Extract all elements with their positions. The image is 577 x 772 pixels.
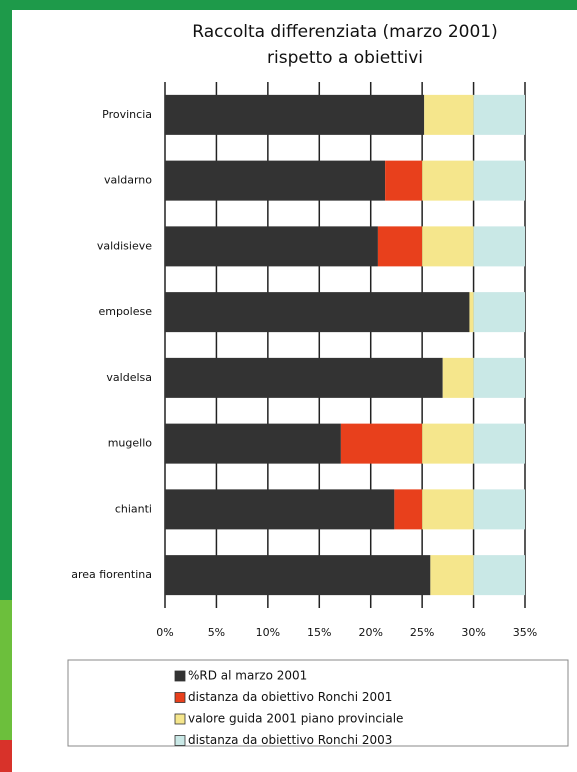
legend xyxy=(67,659,569,747)
legend-label: distanza da obiettivo Ronchi 2003 xyxy=(188,733,392,747)
bar-segment xyxy=(473,160,525,201)
legend-label: %RD al marzo 2001 xyxy=(188,669,307,683)
y-tick-label: valdelsa xyxy=(106,371,152,384)
x-tick-label: 10% xyxy=(256,626,280,639)
legend-swatch xyxy=(174,692,186,703)
y-tick-label: empolese xyxy=(98,305,152,318)
legend-swatch xyxy=(174,670,186,682)
bar-segment xyxy=(430,555,474,596)
bar-segment xyxy=(473,226,525,267)
bar-segment xyxy=(165,292,470,333)
bar-segment xyxy=(469,292,474,333)
bar-segment xyxy=(442,357,474,398)
bar-segment xyxy=(385,160,423,201)
legend-swatch xyxy=(174,713,186,725)
bar-segment xyxy=(473,555,525,596)
y-tick-label: valdarno xyxy=(104,174,152,187)
x-tick-label: 35% xyxy=(513,626,537,639)
bar-segment xyxy=(165,160,386,201)
x-tick-label: 20% xyxy=(358,626,382,639)
bar-segment xyxy=(473,357,525,398)
bar-segment xyxy=(473,489,525,530)
chart-title: Raccolta differenziata (marzo 2001) xyxy=(192,22,497,42)
y-tick-label: area fiorentina xyxy=(71,568,152,581)
y-tick-label: chianti xyxy=(115,502,152,515)
bar-segment xyxy=(422,423,474,464)
x-tick-label: 30% xyxy=(461,626,485,639)
bar-segment xyxy=(377,226,423,267)
bar-segment xyxy=(340,423,423,464)
bar-segment xyxy=(473,423,525,464)
bar-segment xyxy=(165,555,431,596)
bar-segment xyxy=(165,94,425,135)
y-tick-label: valdisieve xyxy=(97,239,152,252)
bar-segment xyxy=(473,94,525,135)
bar-segment xyxy=(422,226,474,267)
legend-label: valore guida 2001 piano provinciale xyxy=(188,712,403,726)
bar-segment xyxy=(165,489,395,530)
x-tick-label: 15% xyxy=(307,626,331,639)
legend-swatch xyxy=(174,735,186,746)
x-tick-label: 5% xyxy=(208,626,225,639)
y-tick-label: Provincia xyxy=(102,108,152,121)
bar-segment xyxy=(165,357,443,398)
bar-segment xyxy=(165,423,341,464)
bar-segment xyxy=(473,292,525,333)
bar-segment xyxy=(422,489,474,530)
x-tick-label: 25% xyxy=(410,626,434,639)
chart-title: rispetto a obiettivi xyxy=(267,48,423,68)
legend-label: distanza da obiettivo Ronchi 2001 xyxy=(188,690,392,704)
bar-segment xyxy=(422,160,474,201)
bar-segment xyxy=(165,226,378,267)
y-tick-label: mugello xyxy=(108,437,153,450)
bar-segment xyxy=(424,94,474,135)
bar-segment xyxy=(394,489,423,530)
x-tick-label: 0% xyxy=(156,626,173,639)
